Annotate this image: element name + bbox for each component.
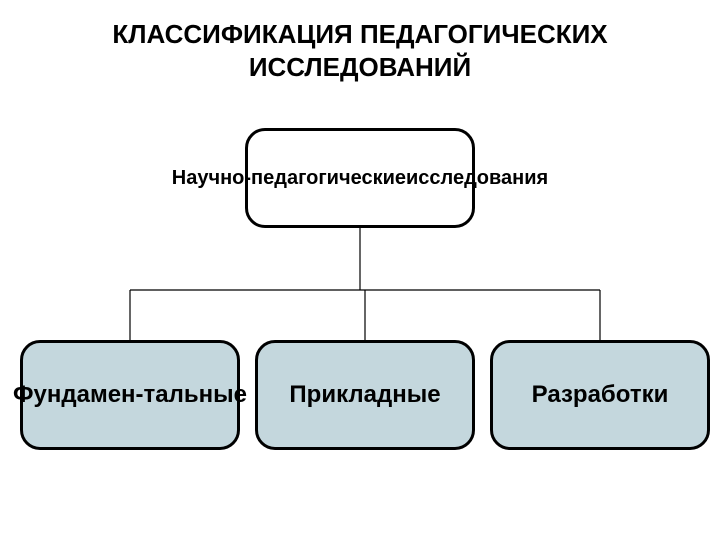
child-node-fundamental: Фундамен-тальные (20, 340, 240, 450)
title-line-1: КЛАССИФИКАЦИЯ ПЕДАГОГИЧЕСКИХ (112, 19, 607, 49)
child-node-developments: Разработки (490, 340, 710, 450)
diagram-title: КЛАССИФИКАЦИЯ ПЕДАГОГИЧЕСКИХ ИССЛЕДОВАНИ… (0, 18, 720, 83)
child-node-applied: Прикладные (255, 340, 475, 450)
root-node: Научно-педагогическиеисследования (245, 128, 475, 228)
title-line-2: ИССЛЕДОВАНИЙ (249, 52, 471, 82)
